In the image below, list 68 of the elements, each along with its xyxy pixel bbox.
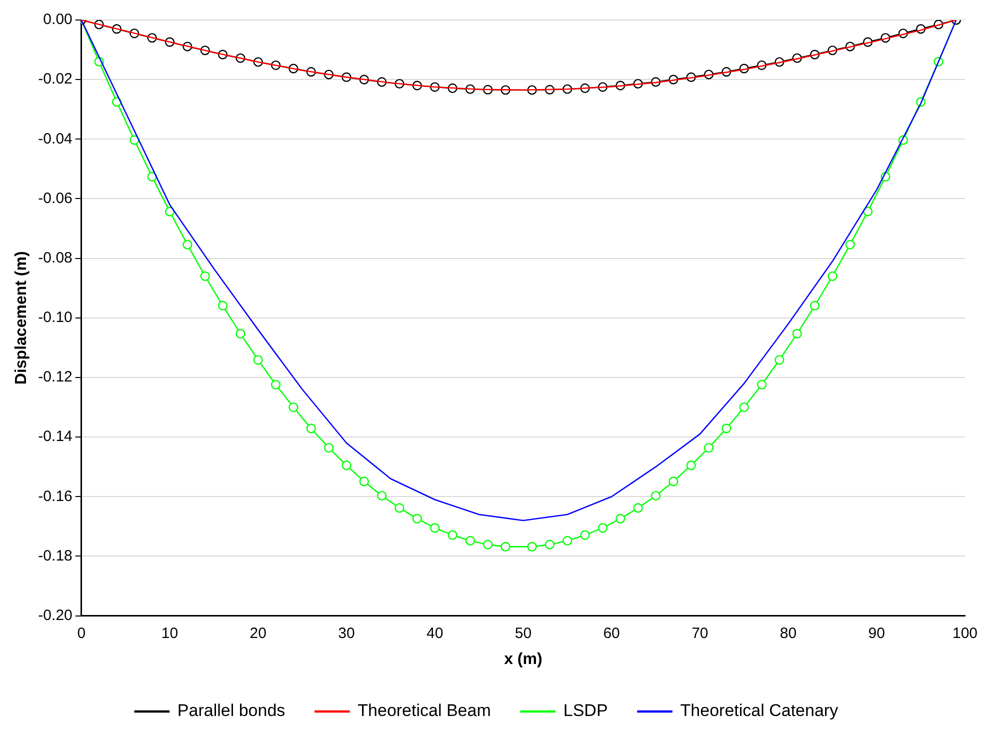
y-tick-label: -0.18 [38,547,72,564]
point [580,530,590,540]
legend-label: Parallel bonds [177,701,286,720]
x-tick-label: 70 [692,624,708,642]
point [792,328,802,338]
y-tick-label: -0.10 [38,309,72,326]
point [527,542,537,552]
point [359,476,369,486]
x-tick-label: 10 [161,624,178,642]
x-tick-label: 90 [868,624,885,642]
point [756,380,767,390]
x-tick-label: 40 [426,624,444,642]
x-tick-label: 100 [952,624,978,642]
point [686,460,696,470]
y-tick-label: -0.02 [38,70,72,88]
point [500,542,510,552]
y-tick-label: -0.04 [38,130,72,148]
legend-label: Theoretical Beam [358,701,491,720]
point [182,240,192,250]
y-tick-label: -0.14 [38,428,72,446]
legend-label: Theoretical Catenary [680,701,839,720]
point [324,442,334,453]
x-tick-label: 30 [338,624,355,642]
point [562,536,572,546]
point [828,271,838,281]
y-tick-label: -0.06 [38,190,72,207]
point [236,328,246,338]
point [722,424,732,434]
x-tick-label: 50 [514,624,532,642]
point [394,503,404,513]
point [774,355,784,365]
point [810,300,820,310]
point [200,271,210,281]
point [465,536,475,546]
point [598,523,608,533]
x-tick-label: 20 [250,624,266,642]
point [412,514,422,524]
point [616,514,626,524]
point [704,442,714,453]
point [430,523,440,533]
y-tick-label: 0.00 [43,11,72,28]
point [650,490,661,501]
point [377,490,387,501]
y-tick-label: -0.12 [38,368,72,386]
x-axis-title: x (m) [504,650,542,668]
y-axis-title: Displacement (m) [13,251,30,385]
point [739,402,749,412]
point [288,402,298,412]
point [306,424,316,434]
point [668,476,678,486]
point [448,530,458,540]
y-tick-label: -0.20 [38,606,72,624]
point [483,540,493,550]
x-tick-label: 0 [77,624,86,642]
point [130,135,140,145]
legend-label: LSDP [563,701,608,720]
point [253,355,263,365]
y-tick-label: -0.16 [38,488,72,505]
x-tick-label: 60 [603,624,620,642]
point [863,206,873,216]
point [342,460,352,470]
y-tick-label: -0.08 [38,249,72,266]
point [270,380,281,390]
point [544,540,555,550]
point [218,300,228,310]
x-tick-label: 80 [780,624,797,642]
point [633,503,643,513]
point [845,240,855,250]
